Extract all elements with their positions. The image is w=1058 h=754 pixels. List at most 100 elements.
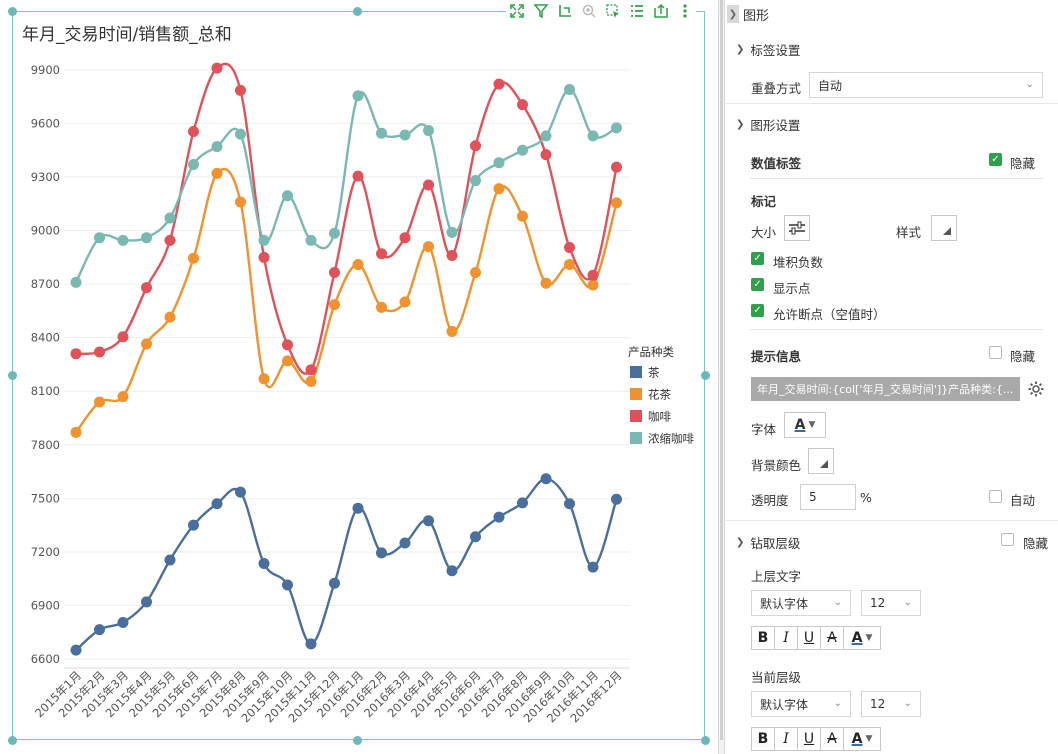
resize-handle-bottom-left[interactable]	[8, 736, 17, 745]
value-label-hide-checkbox[interactable]: ✓	[989, 153, 1002, 166]
data-point	[470, 531, 481, 543]
data-point	[564, 242, 575, 254]
bg-color-button[interactable]	[808, 448, 834, 474]
data-point	[258, 251, 270, 263]
splitter-scrollbar[interactable]	[720, 0, 723, 740]
upper-size-value: 12	[870, 596, 886, 610]
chevron-down-icon: ⌄	[833, 698, 842, 709]
data-point	[235, 84, 246, 96]
resize-handle-bottom[interactable]	[353, 736, 362, 745]
data-point	[587, 269, 599, 281]
chevron-down-icon: ⌄	[1025, 79, 1034, 90]
y-tick-label: 8100	[31, 384, 60, 398]
collapse-panel-button[interactable]: ❯	[727, 5, 739, 23]
data-point	[282, 579, 293, 591]
resize-handle-top[interactable]	[353, 7, 362, 16]
data-point	[399, 129, 411, 141]
legend-swatch	[630, 388, 642, 400]
zoom-icon[interactable]	[578, 0, 600, 22]
tooltip-template-field[interactable]: 年月_交易时间:{col['年月_交易时间']}产品种类:{...	[751, 377, 1020, 401]
current-font-select[interactable]: 默认字体 ⌄	[751, 691, 851, 717]
filter-icon[interactable]	[530, 0, 552, 22]
size-label: 大小	[751, 225, 777, 240]
text-color-button[interactable]: A ▼	[843, 727, 881, 751]
data-point	[540, 149, 552, 161]
data-point	[540, 130, 552, 142]
data-point	[141, 282, 152, 294]
legend-item-label: 花茶	[648, 388, 671, 402]
data-point	[423, 179, 434, 191]
panel-splitter[interactable]	[718, 0, 725, 754]
data-point	[564, 498, 575, 510]
y-tick-label: 6600	[31, 652, 60, 666]
data-point	[305, 364, 317, 376]
upper-font-select[interactable]: 默认字体 ⌄	[751, 590, 851, 616]
data-point	[540, 277, 552, 289]
data-point	[399, 296, 411, 308]
tooltip-hide-checkbox[interactable]	[989, 346, 1002, 359]
value-label-hide-text: 隐藏	[1010, 156, 1036, 171]
show-points-label: 显示点	[773, 281, 811, 296]
data-point	[141, 232, 152, 244]
expand-icon[interactable]	[506, 0, 528, 22]
font-color-button[interactable]: A ▼	[784, 412, 826, 438]
list-icon[interactable]	[626, 0, 648, 22]
drill-hide-checkbox[interactable]	[1001, 533, 1014, 546]
drill-icon[interactable]	[554, 0, 576, 22]
label-settings-header[interactable]: ❯ 标签设置	[736, 40, 800, 59]
y-tick-label: 9900	[31, 63, 60, 77]
y-tick-label: 7800	[31, 438, 60, 452]
show-points-checkbox[interactable]: ✓	[751, 278, 764, 291]
bold-button[interactable]: B	[751, 626, 775, 650]
tooltip-hide-text: 隐藏	[1010, 349, 1036, 364]
drill-header[interactable]: ❯ 钻取层级	[736, 533, 800, 552]
underline-button[interactable]: U	[797, 626, 821, 650]
data-point	[70, 276, 82, 288]
stack-negative-checkbox[interactable]: ✓	[751, 252, 764, 265]
size-slider-button[interactable]	[784, 215, 810, 241]
upper-size-select[interactable]: 12 ⌄	[861, 590, 921, 616]
data-point	[446, 250, 458, 262]
legend-swatch	[630, 366, 642, 378]
current-size-select[interactable]: 12 ⌄	[861, 691, 921, 717]
shape-settings-title: 图形设置	[750, 118, 801, 133]
chevron-down-icon: ▼	[808, 420, 816, 430]
allow-break-checkbox[interactable]: ✓	[751, 304, 764, 317]
overlap-select[interactable]: 自动 ⌄	[809, 72, 1043, 98]
chevron-down-icon: ⌄	[903, 698, 912, 709]
data-point	[517, 99, 528, 111]
more-icon[interactable]	[674, 0, 696, 22]
data-point	[446, 325, 458, 337]
stack-negative-label: 堆积负数	[773, 255, 824, 270]
opacity-input[interactable]: 5	[800, 484, 856, 510]
chevron-down-icon: ❯	[736, 537, 745, 548]
resize-handle-bottom-right[interactable]	[701, 736, 710, 745]
resize-handle-left[interactable]	[8, 371, 17, 380]
data-point	[141, 338, 152, 350]
underline-button[interactable]: U	[797, 727, 821, 751]
data-point	[211, 62, 223, 74]
tooltip-template-text: 年月_交易时间:{col['年月_交易时间']}产品种类:{...	[757, 383, 1014, 396]
marker-style-button[interactable]	[931, 215, 957, 241]
bold-button[interactable]: B	[751, 727, 775, 751]
chevron-down-icon: ⌄	[833, 597, 842, 608]
chart-panel: 年月_交易时间/销售额_总和 6600 6900 7200 7500 7800 8100 8…	[8, 0, 710, 745]
drill-hide-label: 隐藏	[1023, 536, 1049, 551]
resize-handle-right[interactable]	[701, 371, 710, 380]
italic-button[interactable]: I	[774, 727, 798, 751]
data-point	[564, 258, 575, 270]
opacity-auto-checkbox[interactable]	[989, 490, 1002, 503]
strikethrough-button[interactable]: A	[820, 727, 844, 751]
italic-button[interactable]: I	[774, 626, 798, 650]
divider	[750, 178, 1043, 179]
export-icon[interactable]	[650, 0, 672, 22]
text-color-button[interactable]: A ▼	[843, 626, 881, 650]
strikethrough-button[interactable]: A	[820, 626, 844, 650]
select-icon[interactable]	[602, 0, 624, 22]
data-point	[258, 373, 270, 385]
data-point	[164, 234, 176, 246]
data-point	[282, 190, 293, 202]
shape-settings-header[interactable]: ❯ 图形设置	[736, 115, 800, 134]
gear-icon[interactable]	[1026, 379, 1046, 399]
resize-handle-top-left[interactable]	[8, 7, 17, 16]
